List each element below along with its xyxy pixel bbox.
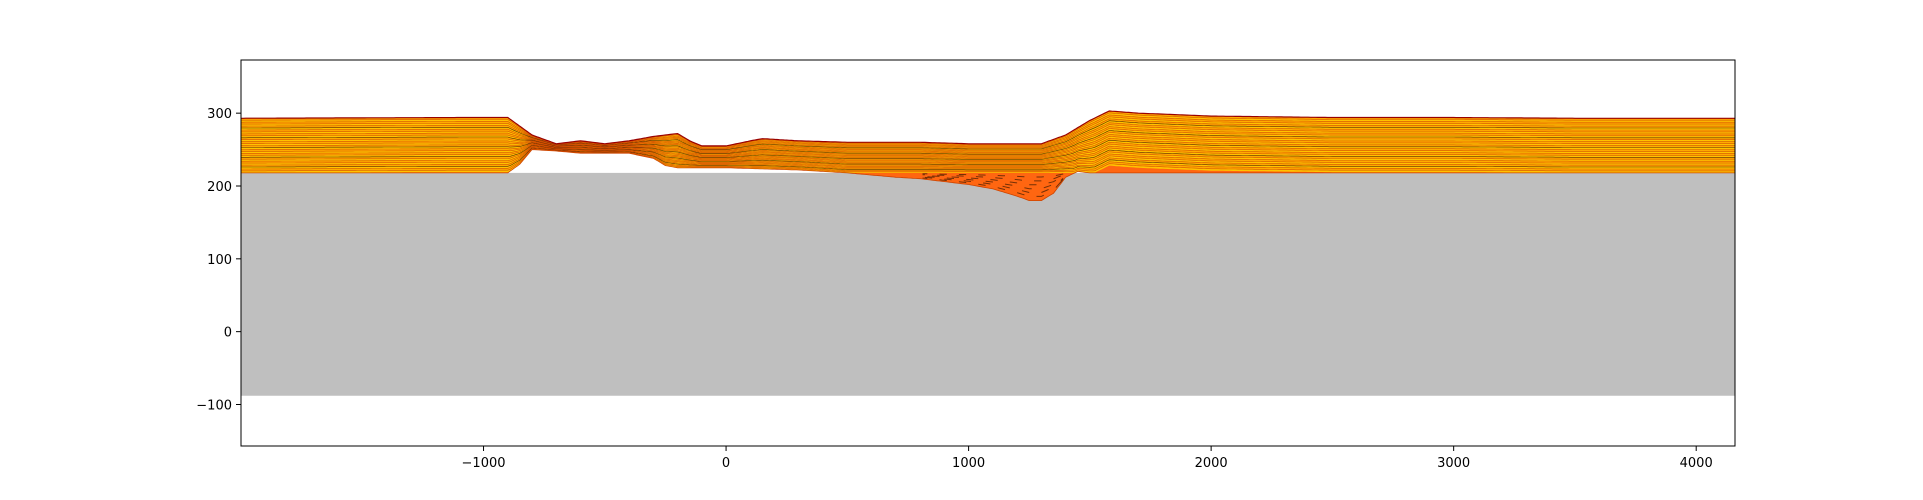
y-axis: −100 0 100 200 300 [196,107,241,413]
sediment-layer-line [241,145,1735,166]
sediment-layer-band [241,122,1735,152]
sediment-layer-line [241,116,1735,149]
sediment-layer-line [241,148,1735,173]
sediment-layer-line [241,114,1735,148]
sediment-layer-band [241,147,1735,169]
sediment-layer-band [241,116,1735,150]
sediment-layers [241,110,1735,201]
sediment-streak [932,175,1057,186]
y-tick-label: 200 [207,180,232,195]
sediment-layer-line [241,135,1735,158]
y-tick-label: −100 [196,398,232,413]
y-tick-label: 300 [207,107,232,122]
x-tick-label: 1000 [952,456,985,471]
sediment-layer-band [241,148,1735,172]
sediment-layer-line [241,118,1735,150]
sediment-layer-line [241,144,1735,164]
sediment-layer-line [241,137,1735,159]
sediment-streak [922,177,1064,197]
sediment-layer-line [241,146,1735,168]
sediment-layer-line [241,124,1735,152]
sediment-layer-line [241,132,1735,156]
y-tick-label: 100 [207,253,232,268]
basement-area [241,172,1735,396]
sediment-streak [922,174,1061,182]
sediment-base-line [241,149,1735,201]
x-tick-label: −1000 [462,456,506,471]
sediment-layer-line [241,130,1735,155]
x-tick-label: 4000 [1680,456,1713,471]
sediment-streak [924,176,1064,193]
sediment-layer-line [241,122,1735,151]
x-axis: −1000 0 1000 2000 3000 4000 [462,446,1713,471]
x-tick-label: 3000 [1437,456,1470,471]
sediment-layer-line [241,148,1735,172]
x-tick-label: 2000 [1195,456,1228,471]
sediment-layer-band [241,120,1735,151]
sediment-layer-line [241,147,1735,171]
sediment-layer-line [241,134,1735,157]
y-tick-label: 0 [224,326,232,341]
x-tick-label: 0 [722,456,730,471]
sediment-top-surface [241,110,1735,147]
sediment-layer-line [241,146,1735,167]
sediment-layer-line [241,141,1735,161]
sediment-layer-line [241,112,1735,147]
sediment-layer-band [241,144,1735,164]
axes-frame [240,59,1736,447]
sediment-layer-line [241,143,1735,162]
sediment-layer-line [241,147,1735,169]
basement-fill [241,172,1735,396]
sediment-layer-line [241,120,1735,151]
sediment-layer-line [241,126,1735,153]
sediment-streak [922,173,1064,178]
sediment-layer-band [241,148,1735,171]
sediment-layer-line [241,144,1735,163]
plot-area [241,110,1735,396]
sediment-layer-line [241,139,1735,160]
sediment-layer-band [241,118,1735,150]
sediment-layer-line [241,128,1735,154]
sediment-layer-line [241,145,1735,165]
